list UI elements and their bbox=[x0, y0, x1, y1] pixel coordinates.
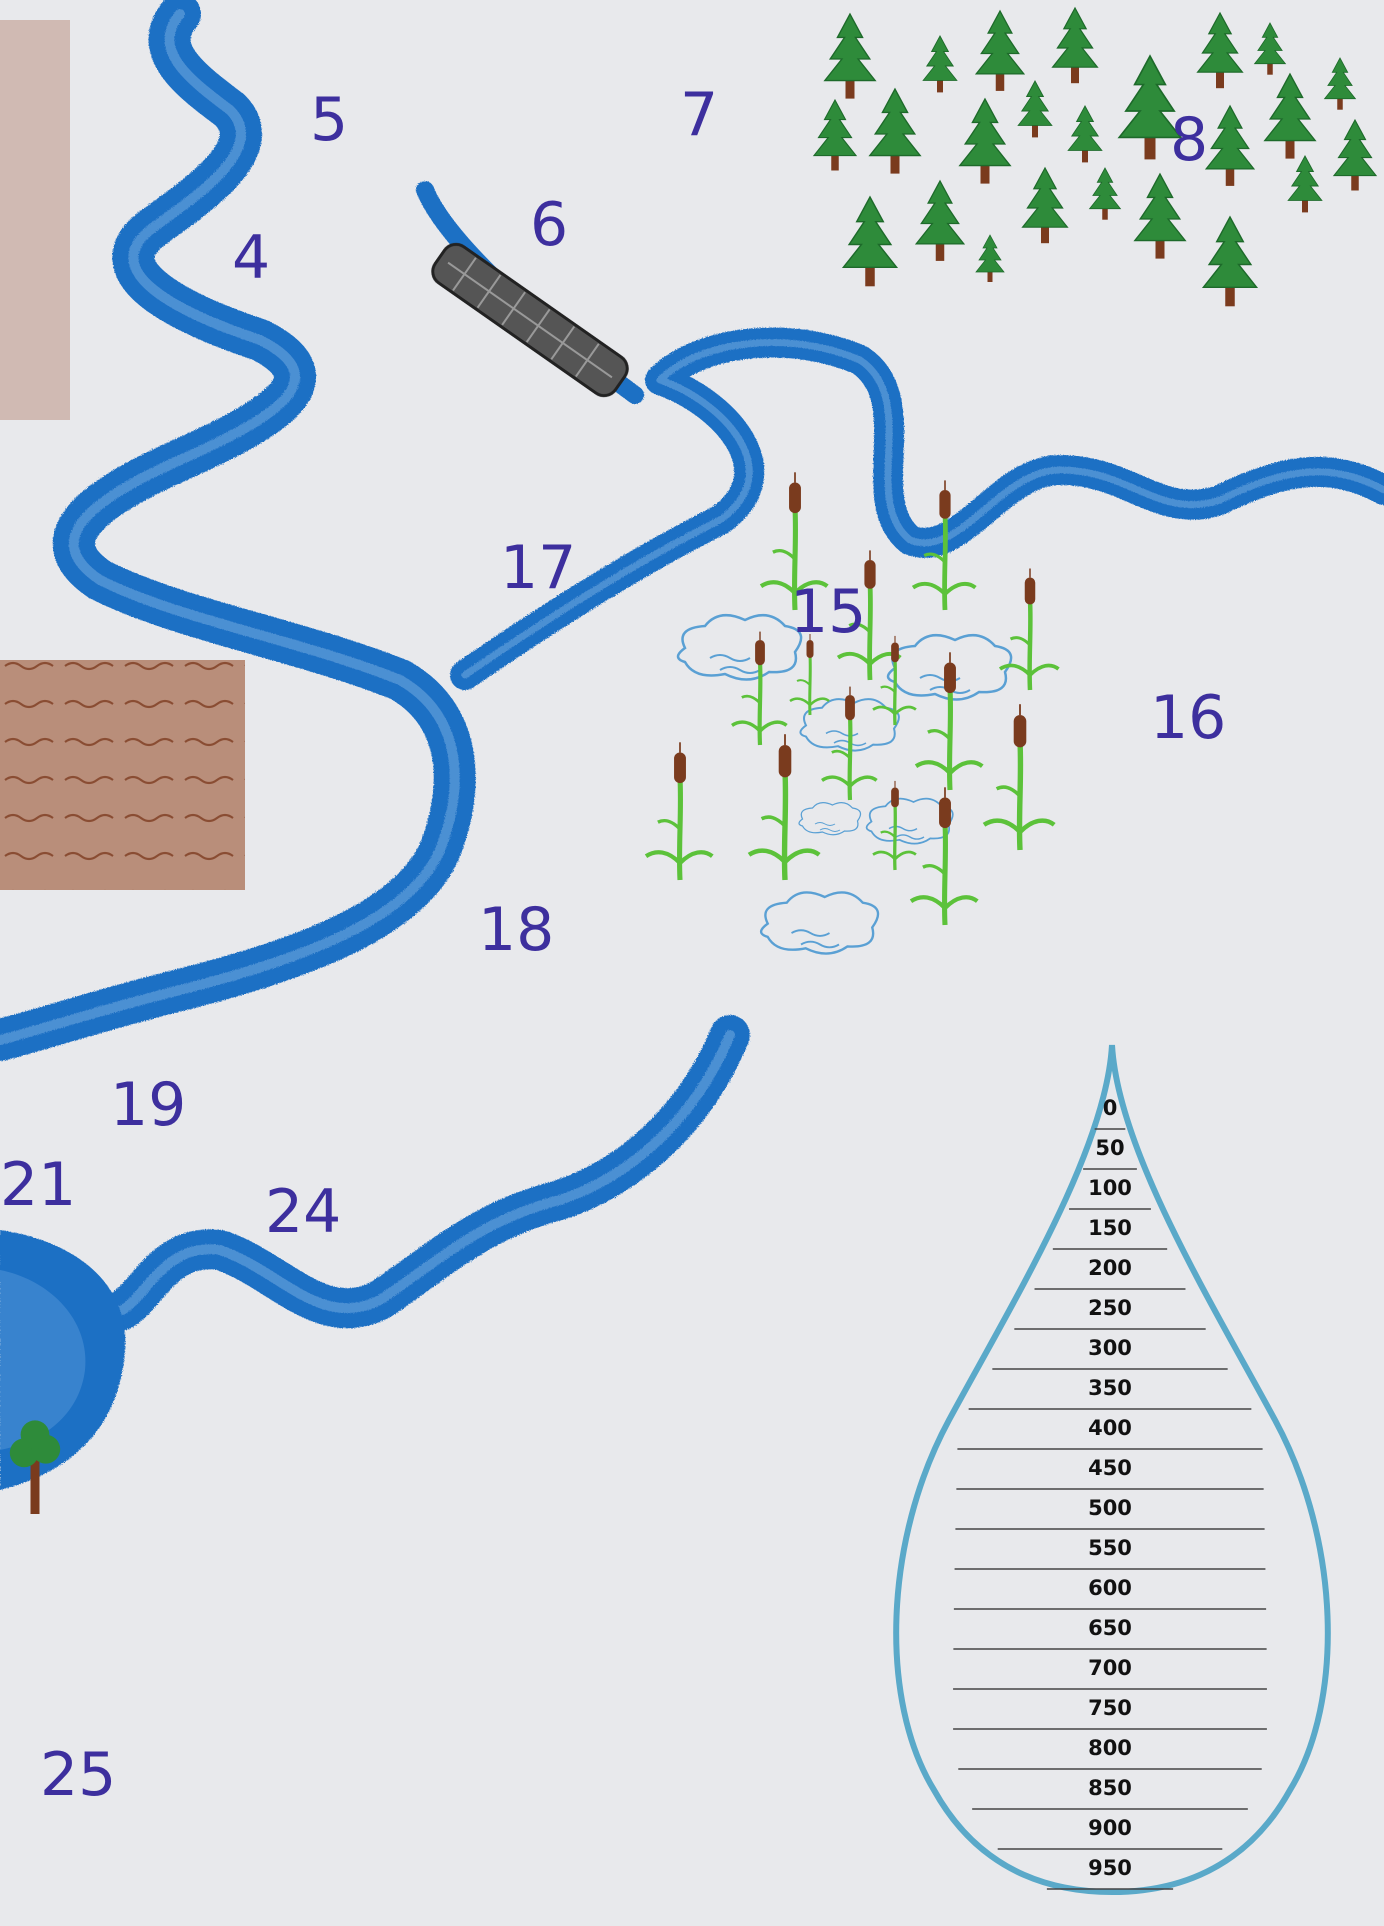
zone-label-24: 24 bbox=[265, 1177, 341, 1247]
lake-highlight bbox=[0, 1270, 86, 1450]
depth-gauge: 0 50 100 150 200 250 300 350 400 450 500 550 600 650 7… bbox=[893, 1044, 1331, 1896]
gauge-tick-label: 500 bbox=[1088, 1496, 1132, 1520]
gauge-tick-label: 150 bbox=[1088, 1216, 1132, 1240]
gauge-tick-label: 300 bbox=[1088, 1336, 1132, 1360]
zone-labels: 5 7 8 4 6 17 15 16 18 19 21 24 25 bbox=[0, 80, 1226, 1810]
field-top-left bbox=[0, 20, 70, 420]
zone-label-7: 7 bbox=[680, 80, 718, 150]
field-furrows bbox=[0, 660, 245, 890]
gauge-tick-label: 600 bbox=[1088, 1576, 1132, 1600]
gauge-tick-label: 550 bbox=[1088, 1536, 1132, 1560]
zone-label-4: 4 bbox=[232, 223, 270, 293]
gauge-lines bbox=[953, 1128, 1267, 1890]
zone-label-19: 19 bbox=[110, 1070, 186, 1140]
zone-label-8: 8 bbox=[1170, 105, 1208, 175]
gauge-tick-label: 450 bbox=[1088, 1456, 1132, 1480]
gauge-ticks: 0 50 100 150 200 250 300 350 400 450 500 550 600 650 7… bbox=[1088, 1096, 1132, 1880]
gauge-outline bbox=[893, 1044, 1331, 1896]
gauge-tick-label: 50 bbox=[1095, 1136, 1124, 1160]
gauge-tick-label: 850 bbox=[1088, 1776, 1132, 1800]
zone-label-16: 16 bbox=[1150, 683, 1226, 753]
gauge-tick-label: 400 bbox=[1088, 1416, 1132, 1440]
gauge-tick-label: 750 bbox=[1088, 1696, 1132, 1720]
gauge-tick-label: 200 bbox=[1088, 1256, 1132, 1280]
east-tributary-highlight bbox=[461, 339, 1384, 679]
zone-label-21: 21 bbox=[0, 1150, 76, 1220]
gauge-tick-label: 250 bbox=[1088, 1296, 1132, 1320]
gauge-tick-label: 650 bbox=[1088, 1616, 1132, 1640]
main-river-highlight bbox=[0, 9, 460, 1045]
zone-label-18: 18 bbox=[478, 895, 554, 965]
gauge-tick-label: 800 bbox=[1088, 1736, 1132, 1760]
gauge-tick-label: 0 bbox=[1103, 1096, 1118, 1120]
gauge-tick-label: 100 bbox=[1088, 1176, 1132, 1200]
zone-label-15: 15 bbox=[790, 577, 866, 647]
zone-label-5: 5 bbox=[310, 85, 348, 155]
zone-label-6: 6 bbox=[530, 190, 568, 260]
fields bbox=[0, 20, 245, 890]
zone-label-17: 17 bbox=[500, 533, 576, 603]
lakeside-tree-icon bbox=[9, 1420, 61, 1514]
gauge-tick-label: 950 bbox=[1088, 1856, 1132, 1880]
dam-icon bbox=[431, 242, 629, 398]
gauge-tick-label: 900 bbox=[1088, 1816, 1132, 1840]
zone-label-25: 25 bbox=[40, 1740, 116, 1810]
gauge-tick-label: 700 bbox=[1088, 1656, 1132, 1680]
gauge-tick-label: 350 bbox=[1088, 1376, 1132, 1400]
